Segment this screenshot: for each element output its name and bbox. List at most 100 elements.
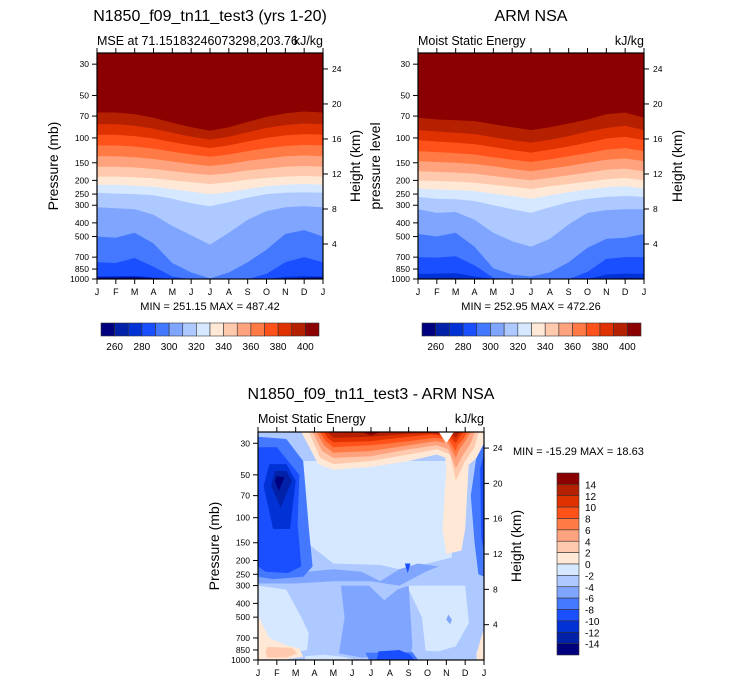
colorbar-label: 380 [592,342,609,353]
colorbar-label: 380 [270,342,287,353]
colorbar-swatch [209,322,224,337]
colorbar-swatch [558,322,573,337]
y-tick-label: 100 [396,133,410,143]
colorbar-swatch [421,322,436,337]
colorbar-swatch [556,597,580,610]
colorbar-swatch [627,322,642,337]
x-tick-label: A [150,287,156,297]
y-tick-label: 700 [75,252,89,262]
chart-title: ARM NSA [495,8,568,25]
y2-tick-label: 8 [332,204,337,214]
x-tick-label: O [263,287,270,297]
y2-tick-label: 20 [332,99,342,109]
units-label: kJ/kg [455,412,484,426]
colorbar-label: 320 [509,342,526,353]
x-tick-label: D [622,287,629,297]
x-tick-label: A [471,287,477,297]
colorbar-swatch [556,495,580,508]
contour-field [97,53,323,279]
colorbar-swatch [168,322,184,337]
contour-field [418,53,644,279]
x-tick-label: M [452,287,460,297]
colorbar-swatch [503,322,519,337]
colorbar-swatch [556,586,580,599]
contour-region [376,650,415,660]
contour-region [339,585,413,658]
colorbar-swatch [556,472,580,485]
colorbar-swatch [223,322,238,337]
colorbar-swatch [556,563,580,576]
colorbar-swatch [277,322,293,337]
colorbar-swatch [291,322,306,337]
colorbar: 260 280 300 320 340 360 380 400 [421,322,642,353]
left-subtitle: Moist Static Energy [418,34,526,48]
colorbar-label: 300 [482,342,499,353]
contour-band [97,53,323,131]
x-tick-label: S [406,668,412,678]
y-tick-label: 150 [396,158,410,168]
colorbar-swatch [556,620,580,633]
x-tick-label: N [443,668,450,678]
y2-tick-label: 24 [332,64,342,74]
y2-axis-label: Height (km) [508,510,524,582]
y2-tick-label: 8 [653,204,658,214]
x-tick-label: J [350,668,355,678]
axes: J F M A M J J A S O N D J305070100150200250300400500… [231,427,503,678]
y-tick-label: 250 [75,189,89,199]
colorbar-label: 360 [564,342,581,353]
y2-axis-label: Height (km) [669,130,685,202]
x-tick-label: J [510,287,515,297]
colorbar-swatch [517,322,532,337]
x-tick-label: N [603,287,610,297]
y-tick-label: 150 [236,538,250,548]
colorbar-swatch [599,322,614,337]
x-tick-label: J [256,668,261,678]
contour-region [305,654,358,660]
colorbar-label: 260 [427,342,444,353]
y-tick-label: 100 [236,513,250,523]
colorbar: 260 280 300 320 340 360 380 400 [100,322,320,353]
min-max-label: MIN = -15.29 MAX = 18.63 [513,446,644,458]
colorbar-swatch [556,643,580,656]
y-axis-label: Pressure (mb) [206,502,222,591]
colorbar-label: 0 [585,560,591,571]
colorbar-swatch [556,552,580,565]
colorbar-label: 400 [297,342,314,353]
colorbar-swatch [236,322,252,337]
axes: J F M A M J J A S O N D J305070100150200250300400500… [70,48,342,297]
colorbar-swatch [585,322,601,337]
y-tick-label: 100 [75,133,89,143]
y2-tick-label: 8 [493,584,498,594]
y-tick-label: 200 [75,175,89,185]
x-tick-label: A [226,287,232,297]
x-tick-label: J [369,668,374,678]
left-subtitle: MSE at 71.15183246073298,203.76 [97,34,298,48]
x-tick-label: J [482,668,487,678]
x-tick-label: J [208,287,213,297]
y-tick-label: 50 [401,90,411,100]
y2-tick-label: 16 [332,134,342,144]
colorbar-label: 12 [585,492,597,503]
y-tick-label: 30 [241,438,251,448]
axes: J F M A M J J A S O N D J305070100150200250300400500… [391,48,663,297]
x-tick-label: J [529,287,534,297]
colorbar-swatch [556,575,580,588]
colorbar-swatch [556,484,580,497]
y2-tick-label: 24 [653,64,663,74]
y2-tick-label: 24 [493,443,503,453]
contour-region [265,647,298,658]
colorbar-label: -12 [585,628,600,639]
left-subtitle: Moist Static Energy [258,412,366,426]
colorbar-label: 4 [585,537,591,548]
y2-tick-label: 12 [332,169,342,179]
panel-model: N1850_f09_tn11_test3 (yrs 1-20) MSE at 7… [45,8,363,353]
colorbar-swatch [544,322,560,337]
x-tick-label: F [274,668,280,678]
contour-region [446,614,452,625]
x-tick-label: A [547,287,553,297]
missing-data-region [438,432,454,444]
colorbar-label: 340 [537,342,554,353]
x-tick-label: N [282,287,289,297]
y2-tick-label: 4 [493,620,498,630]
